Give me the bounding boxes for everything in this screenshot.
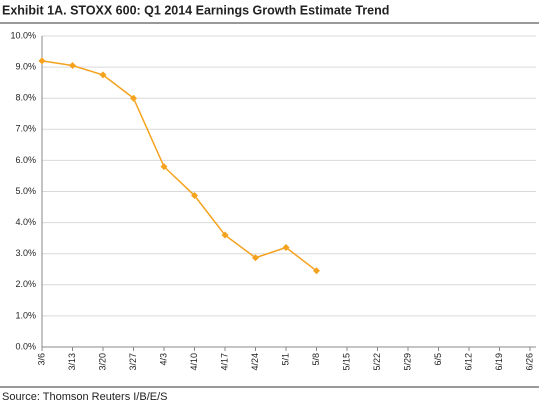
x-tick-label: 3/6: [36, 353, 46, 366]
x-tick-label: 5/8: [311, 353, 321, 366]
data-point: [252, 254, 259, 262]
data-point: [191, 192, 198, 200]
y-tick-label: 5.0%: [15, 186, 36, 196]
chart-title: Exhibit 1A. STOXX 600: Q1 2014 Earnings …: [2, 3, 389, 17]
x-tick-label: 5/15: [341, 353, 351, 371]
y-tick-label: 6.0%: [15, 155, 36, 165]
data-point: [130, 94, 137, 102]
data-point: [69, 62, 76, 70]
data-point: [99, 71, 107, 79]
y-tick-label: 0.0%: [15, 341, 36, 351]
x-tick-label: 4/10: [189, 353, 199, 371]
x-tick-label: 6/26: [524, 353, 534, 371]
x-tick-label: 3/27: [128, 353, 138, 371]
y-tick-label: 1.0%: [15, 310, 36, 320]
y-tick-label: 8.0%: [15, 93, 36, 103]
x-tick-label: 4/17: [219, 353, 229, 371]
x-tick-label: 3/13: [67, 353, 77, 371]
x-tick-label: 6/19: [494, 353, 504, 371]
data-point: [313, 267, 320, 275]
x-tick-label: 5/29: [402, 353, 412, 371]
y-tick-label: 7.0%: [15, 124, 36, 134]
source: Source: Thomson Reuters I/B/E/S: [2, 391, 167, 403]
y-tick-label: 9.0%: [15, 61, 36, 71]
y-tick-label: 10.0%: [10, 30, 36, 40]
x-tick-label: 6/12: [463, 353, 473, 371]
x-tick-label: 4/24: [250, 353, 260, 371]
x-tick-label: 5/22: [372, 353, 382, 371]
data-point: [38, 57, 46, 65]
x-tick-label: 3/20: [97, 353, 107, 371]
y-tick-label: 4.0%: [15, 217, 36, 227]
y-tick-label: 2.0%: [15, 279, 36, 289]
x-tick-label: 6/5: [433, 353, 443, 366]
series-line: [41, 60, 317, 272]
data-point: [221, 231, 229, 239]
x-tick-label: 5/1: [280, 353, 290, 366]
data-point: [160, 163, 168, 171]
data-point: [282, 243, 290, 251]
y-tick-label: 3.0%: [15, 248, 36, 258]
x-tick-label: 4/3: [158, 353, 168, 366]
